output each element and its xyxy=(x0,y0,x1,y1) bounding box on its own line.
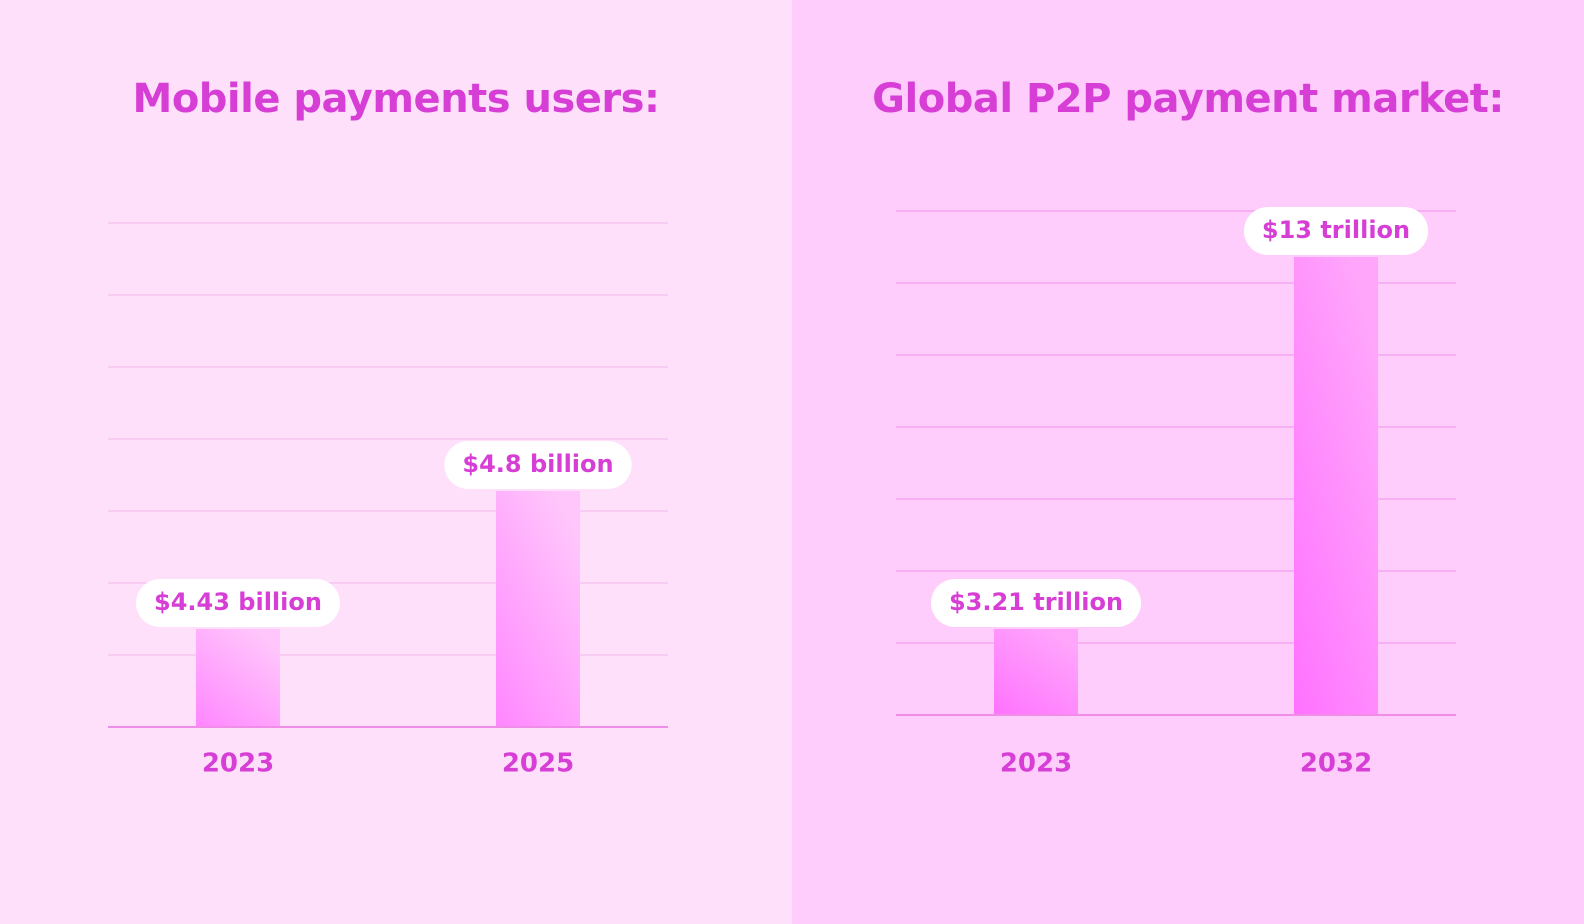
pill-background xyxy=(930,579,1142,627)
bar-2032 xyxy=(1294,257,1378,715)
value-label-pill: $4.43 billion xyxy=(136,579,340,627)
pill-background xyxy=(444,441,632,489)
chart-plot-area: $4.43 billion $4.8 billion 2023 2025 xyxy=(108,222,668,779)
value-label-pill: $4.8 billion xyxy=(444,441,632,489)
pill-background xyxy=(136,579,340,627)
bar-2023 xyxy=(196,629,280,727)
chart-title: Mobile payments users: xyxy=(132,76,660,122)
value-label-pill: $13 trillion xyxy=(1243,207,1429,255)
pill-background xyxy=(1243,207,1429,255)
x-tick-label: 2025 xyxy=(502,749,574,779)
value-label: $13 trillion xyxy=(1262,216,1410,244)
value-label-pill: $3.21 trillion xyxy=(930,579,1142,627)
bar-2025 xyxy=(496,491,580,727)
x-tick-label: 2023 xyxy=(202,749,274,779)
bar-2023 xyxy=(994,629,1078,715)
left-chart-panel: Mobile payments users: $4.43 billion $4.8… xyxy=(0,0,792,924)
value-label: $4.43 billion xyxy=(154,588,322,616)
right-chart-panel: Global P2P payment market: $3.21 trillio… xyxy=(792,0,1584,924)
value-label: $3.21 trillion xyxy=(949,588,1123,616)
value-label: $4.8 billion xyxy=(462,450,613,478)
x-tick-label: 2032 xyxy=(1300,749,1372,779)
chart-plot-area: $3.21 trillion $13 trillion 2023 2032 xyxy=(896,207,1456,779)
x-tick-label: 2023 xyxy=(1000,749,1072,779)
chart-title: Global P2P payment market: xyxy=(872,76,1504,122)
